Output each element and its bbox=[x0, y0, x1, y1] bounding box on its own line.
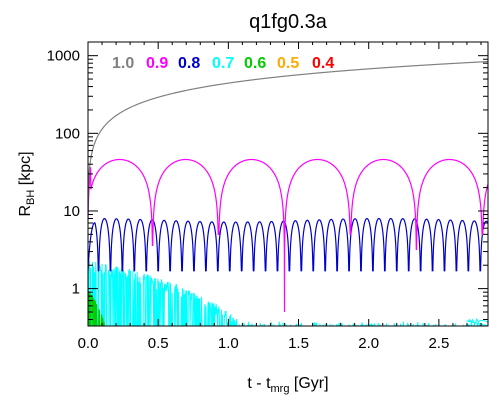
x-tick-label: 0.0 bbox=[78, 335, 99, 352]
y-axis-title: RBH [kpc] bbox=[17, 151, 37, 216]
x-axis-title: t - tmrg [Gyr] bbox=[247, 375, 328, 395]
y-tick-label: 100 bbox=[55, 125, 80, 142]
series-line-1.0 bbox=[88, 60, 488, 215]
series-line-0.6 bbox=[88, 290, 105, 326]
legend-label-0.6: 0.6 bbox=[244, 55, 266, 72]
legend-label-0.7: 0.7 bbox=[212, 55, 234, 72]
x-tick-label: 1.5 bbox=[288, 335, 309, 352]
y-tick-label: 1 bbox=[72, 281, 80, 298]
legend-label-0.5: 0.5 bbox=[277, 55, 299, 72]
legend-label-0.9: 0.9 bbox=[146, 55, 168, 72]
series-line-0.9 bbox=[88, 158, 488, 312]
series-line-0.7 bbox=[88, 260, 488, 326]
plot-frame bbox=[87, 41, 489, 327]
x-axis: 0.0 0.5 1.0 1.5 2.0 2.5 bbox=[78, 42, 482, 352]
y-tick-label: 1000 bbox=[47, 48, 80, 65]
chart-title: q1fg0.3a bbox=[249, 11, 328, 33]
legend-label-1.0: 1.0 bbox=[112, 55, 134, 72]
y-tick-label: 10 bbox=[63, 203, 80, 220]
x-tick-label: 0.5 bbox=[148, 335, 169, 352]
x-tick-label: 1.0 bbox=[218, 335, 239, 352]
series-line-0.8 bbox=[88, 217, 488, 272]
legend: 1.0 0.9 0.8 0.7 0.6 0.5 0.4 bbox=[112, 55, 334, 72]
legend-label-0.4: 0.4 bbox=[312, 55, 334, 72]
x-tick-label: 2.5 bbox=[428, 335, 449, 352]
legend-label-0.8: 0.8 bbox=[178, 55, 200, 72]
x-tick-label: 2.0 bbox=[358, 335, 379, 352]
y-axis: 1 10 100 1000 bbox=[47, 48, 488, 321]
